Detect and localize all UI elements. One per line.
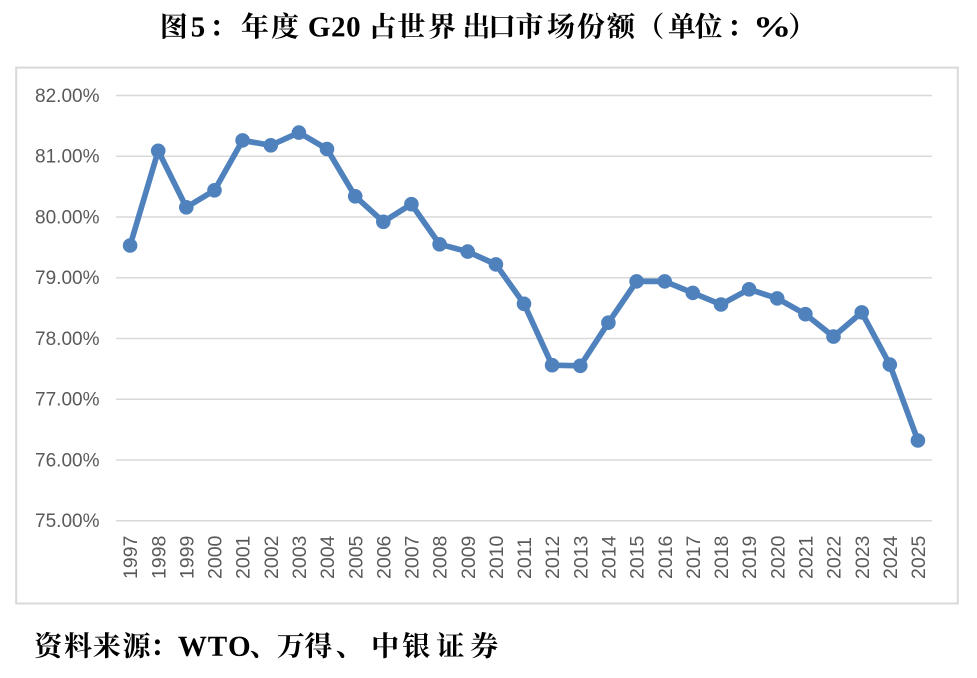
svg-text:2008: 2008 (430, 536, 452, 579)
svg-text:2005: 2005 (345, 535, 367, 579)
svg-text:81.00%: 81.00% (35, 147, 100, 168)
svg-text:2022: 2022 (824, 536, 846, 579)
svg-text:2004: 2004 (317, 535, 339, 579)
svg-text:2014: 2014 (599, 535, 621, 579)
svg-text:2025: 2025 (908, 535, 930, 579)
svg-text:2003: 2003 (289, 536, 311, 579)
svg-text:2012: 2012 (542, 536, 564, 579)
svg-text:2002: 2002 (261, 536, 283, 579)
svg-text:2010: 2010 (486, 535, 508, 579)
svg-text:78.00%: 78.00% (35, 329, 100, 350)
svg-text:2024: 2024 (880, 535, 902, 579)
svg-text:82.00%: 82.00% (35, 86, 100, 107)
svg-text:79.00%: 79.00% (35, 268, 100, 289)
svg-text:2019: 2019 (739, 536, 761, 579)
svg-text:2007: 2007 (402, 536, 424, 579)
svg-text:1999: 1999 (176, 536, 198, 579)
svg-text:2011: 2011 (514, 537, 536, 579)
svg-text:77.00%: 77.00% (35, 390, 100, 411)
svg-text:2009: 2009 (458, 536, 480, 579)
svg-text:75.00%: 75.00% (35, 511, 100, 532)
svg-text:2001: 2001 (233, 536, 255, 579)
svg-text:2006: 2006 (373, 536, 395, 579)
svg-text:2000: 2000 (205, 535, 227, 579)
svg-text:76.00%: 76.00% (35, 450, 100, 471)
svg-text:2013: 2013 (570, 536, 592, 579)
svg-text:2018: 2018 (711, 536, 733, 579)
svg-text:2020: 2020 (767, 535, 789, 579)
svg-text:2021: 2021 (796, 536, 818, 579)
svg-text:2015: 2015 (627, 535, 649, 579)
svg-text:2016: 2016 (655, 536, 677, 579)
svg-text:1997: 1997 (120, 536, 142, 579)
svg-text:2017: 2017 (683, 536, 705, 579)
svg-text:1998: 1998 (148, 536, 170, 579)
svg-text:80.00%: 80.00% (35, 207, 100, 228)
svg-text:2023: 2023 (852, 536, 874, 579)
